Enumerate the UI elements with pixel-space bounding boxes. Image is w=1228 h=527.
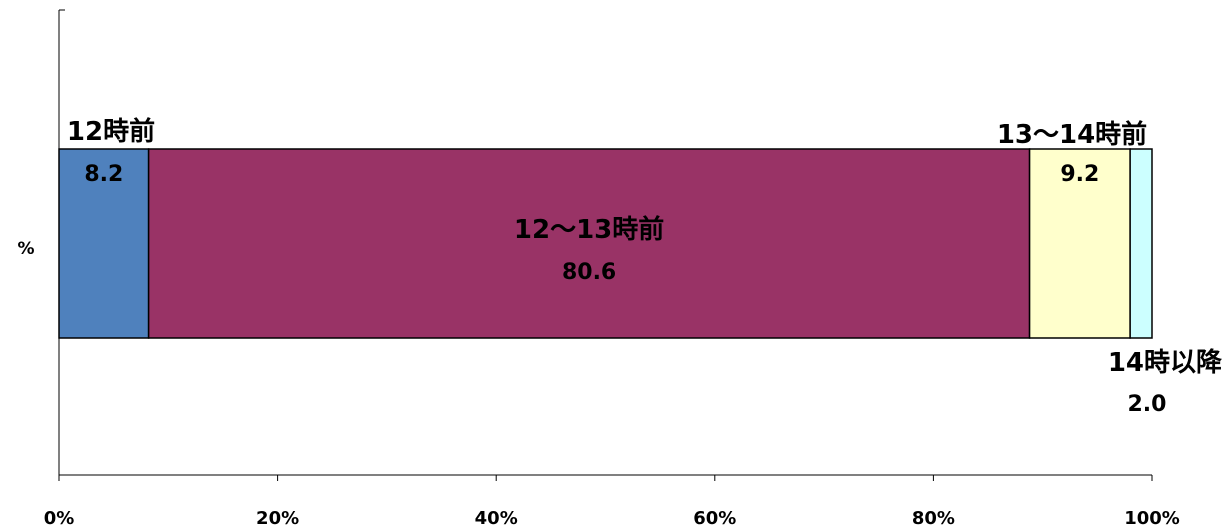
data-label: 9.2 (1060, 162, 1099, 187)
series-name-label: 14時以降 (1108, 348, 1223, 378)
data-label: 8.2 (84, 162, 123, 187)
x-tick-label: 80% (912, 508, 955, 527)
bar-segment (1028, 148, 1131, 339)
x-tick-label: 100% (1124, 508, 1180, 527)
series-name-label: 12～13時前 (514, 214, 664, 245)
bar-segment (58, 148, 150, 339)
x-tick-label: 60% (693, 508, 736, 527)
bar-segments (58, 148, 1153, 339)
data-label: 80.6 (562, 260, 616, 285)
category-label: % (17, 239, 34, 259)
bar-segment (147, 148, 1031, 339)
x-tick-label: 20% (256, 508, 299, 527)
chart-axes: 0% 20% 40% 60% 80% 100%% (17, 9, 1180, 527)
x-tick-label: 40% (475, 508, 518, 527)
bar-segment (1129, 148, 1153, 339)
series-name-label: 13～14時前 (997, 119, 1147, 150)
data-label: 2.0 (1128, 392, 1167, 417)
data-labels: 12時前 8.2 12～13時前 80.6 13～14時前 9.2 14時以降 2.0 (67, 116, 1223, 417)
series-name-label: 12時前 (67, 116, 155, 147)
x-tick-label: 0% (44, 508, 75, 527)
